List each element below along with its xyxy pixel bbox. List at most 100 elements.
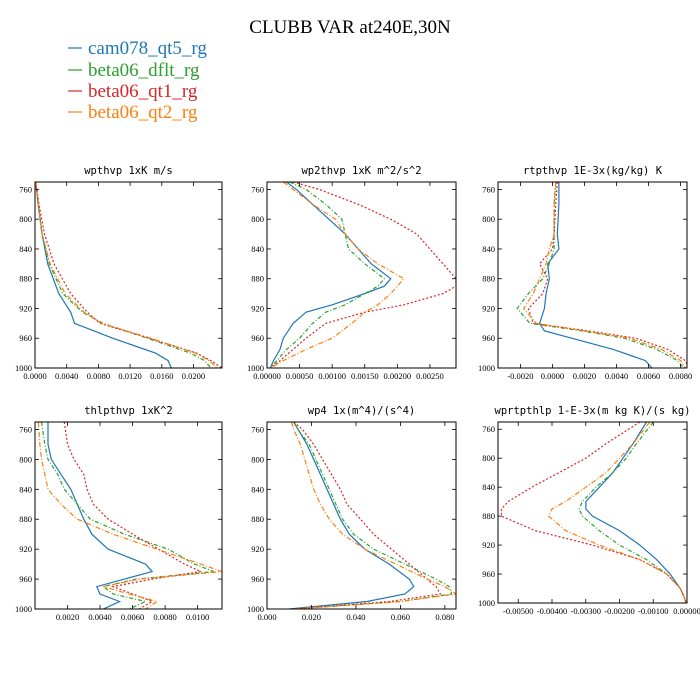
panel-1-ytick-label-1: 800 xyxy=(251,214,264,224)
panels: wpthvp 1xK m/s76080084088092096010000.00… xyxy=(15,165,700,622)
panel-3-ytick-label-3: 880 xyxy=(19,514,32,524)
panel-frame-1 xyxy=(266,181,457,369)
panel-1-ytick-label-2: 840 xyxy=(251,244,264,254)
panel-1-ytick-label-4: 920 xyxy=(251,303,264,313)
panel-5-series-1 xyxy=(578,422,687,603)
legend-label-3: beta06_qt2_rg xyxy=(88,102,198,123)
panel-3-ytick-label-2: 840 xyxy=(19,484,32,494)
panel-0-xtick-label-2: 0.0080 xyxy=(87,371,110,381)
figure-title: CLUBB VAR at240E,30N xyxy=(249,17,451,38)
panel-5-ytick-label-2: 840 xyxy=(482,482,495,492)
panel-frame-5 xyxy=(497,421,688,604)
panel-1-ytick-label-5: 960 xyxy=(251,333,264,343)
panel-0-ytick-label-1: 800 xyxy=(19,214,32,224)
panel-3-xtick-label-4: 0.0100 xyxy=(186,612,209,622)
panel-0-xtick-label-1: 0.0040 xyxy=(55,371,78,381)
panel-5: wprtpthlp 1-E-3x(m kg K)/(s kg)760 800 840… xyxy=(478,405,700,616)
panel-title-2: rtpthvp 1E-3x(kg/kg) K xyxy=(523,165,663,177)
panel-4-xtick-label-3: 0.060 xyxy=(391,612,410,622)
panel-frame-4 xyxy=(266,421,457,610)
panel-5-ytick-label-0: 760 xyxy=(482,424,495,434)
panel-0-xtick-label-5: 0.0200 xyxy=(182,371,205,381)
legend-entry-0: cam078_qt5_rg xyxy=(68,38,207,59)
legend-entry-1: beta06_dflt_rg xyxy=(68,60,200,81)
panel-0-xtick-label-4: 0.0160 xyxy=(150,371,173,381)
panel-0-ytick-label-2: 840 xyxy=(19,244,32,254)
panel-3-ytick-label-0: 760 xyxy=(19,424,32,434)
panel-4-ytick-label-3: 880 xyxy=(251,514,264,524)
panel-2-ytick-label-3: 880 xyxy=(482,274,495,284)
panel-4-ytick-label-0: 760 xyxy=(251,424,264,434)
panel-5-ytick-label-6: 1000 xyxy=(478,598,495,608)
legend-label-0: cam078_qt5_rg xyxy=(88,38,207,59)
panel-3-xtick-label-0: 0.0020 xyxy=(56,612,79,622)
panel-2-ytick-label-6: 1000 xyxy=(478,363,495,373)
panel-0-series-0 xyxy=(35,182,172,368)
panel-title-5: wprtpthlp 1-E-3x(m kg K)/(s kg) xyxy=(495,405,691,417)
panel-0-ytick-label-5: 960 xyxy=(19,333,32,343)
panel-2-xtick-label-5: 0.0080 xyxy=(669,371,692,381)
panel-5-series-2 xyxy=(500,422,687,603)
panel-1: wp2thvp 1xK m^2/s^2 760 800 840 880 920 960 100… xyxy=(247,165,457,381)
panel-5-xtick-label-3: -0.00200 xyxy=(604,606,634,616)
panel-4-ytick-label-2: 840 xyxy=(251,484,264,494)
panel-3-ytick-label-1: 800 xyxy=(19,454,32,464)
panel-0-ytick-label-6: 1000 xyxy=(15,363,32,373)
legend-label-2: beta06_qt1_rg xyxy=(88,81,198,102)
panel-5-ytick-label-5: 960 xyxy=(482,569,495,579)
panel-5-ytick-label-4: 920 xyxy=(482,540,495,550)
panel-4-series-0 xyxy=(289,422,415,609)
legend-entry-2: beta06_qt1_rg xyxy=(68,81,198,102)
panel-5-xtick-label-0: -0.00500 xyxy=(503,606,533,616)
panel-4-series-2 xyxy=(293,422,442,609)
panel-2-series-2 xyxy=(527,182,687,366)
panel-2-xtick-label-4: 0.0060 xyxy=(637,371,660,381)
panel-frame-0 xyxy=(34,181,223,369)
panel-2-xtick-label-2: 0.0020 xyxy=(573,371,596,381)
panel-1-xtick-label-0: 0.00000 xyxy=(253,371,281,381)
panel-4-series-1 xyxy=(293,422,453,609)
panel-title-0: wpthvp 1xK m/s xyxy=(84,165,173,177)
panel-4-ytick-label-6: 1000 xyxy=(247,604,264,614)
panel-title-4: wp4 1x(m^4)/(s^4) xyxy=(308,405,415,417)
panel-5-xtick-label-2: -0.00300 xyxy=(571,606,601,616)
panel-0-ytick-label-4: 920 xyxy=(19,303,32,313)
panel-0: wpthvp 1xK m/s76080084088092096010000.00… xyxy=(15,165,223,381)
panel-0-series-3 xyxy=(35,182,218,368)
panel-1-xtick-label-5: 0.00250 xyxy=(416,371,444,381)
panel-2-ytick-label-4: 920 xyxy=(482,303,495,313)
panel-2: rtpthvp 1E-3x(kg/kg) K 760 800 840 880 920 960… xyxy=(478,165,692,381)
panel-4-ytick-label-1: 800 xyxy=(251,454,264,464)
panel-4-ytick-label-4: 920 xyxy=(251,544,264,554)
panel-3-ytick-label-5: 960 xyxy=(19,574,32,584)
panel-4: wp4 1x(m^4)/(s^4) 760 800 840 880 920 960 1000 0… xyxy=(247,405,457,622)
panel-frame-2 xyxy=(497,181,688,369)
panel-0-ytick-label-0: 760 xyxy=(19,184,32,194)
panel-2-xtick-label-1: 0.0000 xyxy=(541,371,564,381)
panel-3-ytick-label-4: 920 xyxy=(19,544,32,554)
legend-label-1: beta06_dflt_rg xyxy=(88,60,200,81)
panel-5-xtick-label-5: 0.00000 xyxy=(673,606,700,616)
panel-2-xtick-label-3: 0.0040 xyxy=(605,371,628,381)
panel-5-series-0 xyxy=(585,422,687,603)
panel-4-series-3 xyxy=(290,422,456,609)
panel-3-series-3 xyxy=(37,422,222,609)
panel-4-xtick-label-4: 0.080 xyxy=(435,612,454,622)
panel-3-series-2 xyxy=(63,422,203,609)
panel-5-xtick-label-1: -0.00400 xyxy=(537,606,567,616)
panel-2-series-1 xyxy=(516,182,685,368)
panel-1-xtick-label-1: 0.00050 xyxy=(286,371,314,381)
legend: cam078_qt5_rg beta06_dflt_rg beta06_qt1_… xyxy=(68,38,207,123)
panel-2-ytick-label-0: 760 xyxy=(482,184,495,194)
panel-1-series-2 xyxy=(269,182,456,368)
panel-3-xtick-label-2: 0.0060 xyxy=(121,612,144,622)
panel-4-xtick-label-2: 0.040 xyxy=(346,612,365,622)
panel-4-ytick-label-5: 960 xyxy=(251,574,264,584)
panel-5-ytick-label-1: 800 xyxy=(482,453,495,463)
panel-title-1: wp2thvp 1xK m^2/s^2 xyxy=(301,165,421,177)
panel-0-xtick-label-0: 0.0000 xyxy=(23,371,46,381)
panel-1-ytick-label-0: 760 xyxy=(251,184,264,194)
panel-1-xtick-label-4: 0.00200 xyxy=(384,371,412,381)
panel-title-3: thlpthvp 1xK^2 xyxy=(84,405,173,417)
panel-1-xtick-label-3: 0.00150 xyxy=(351,371,379,381)
